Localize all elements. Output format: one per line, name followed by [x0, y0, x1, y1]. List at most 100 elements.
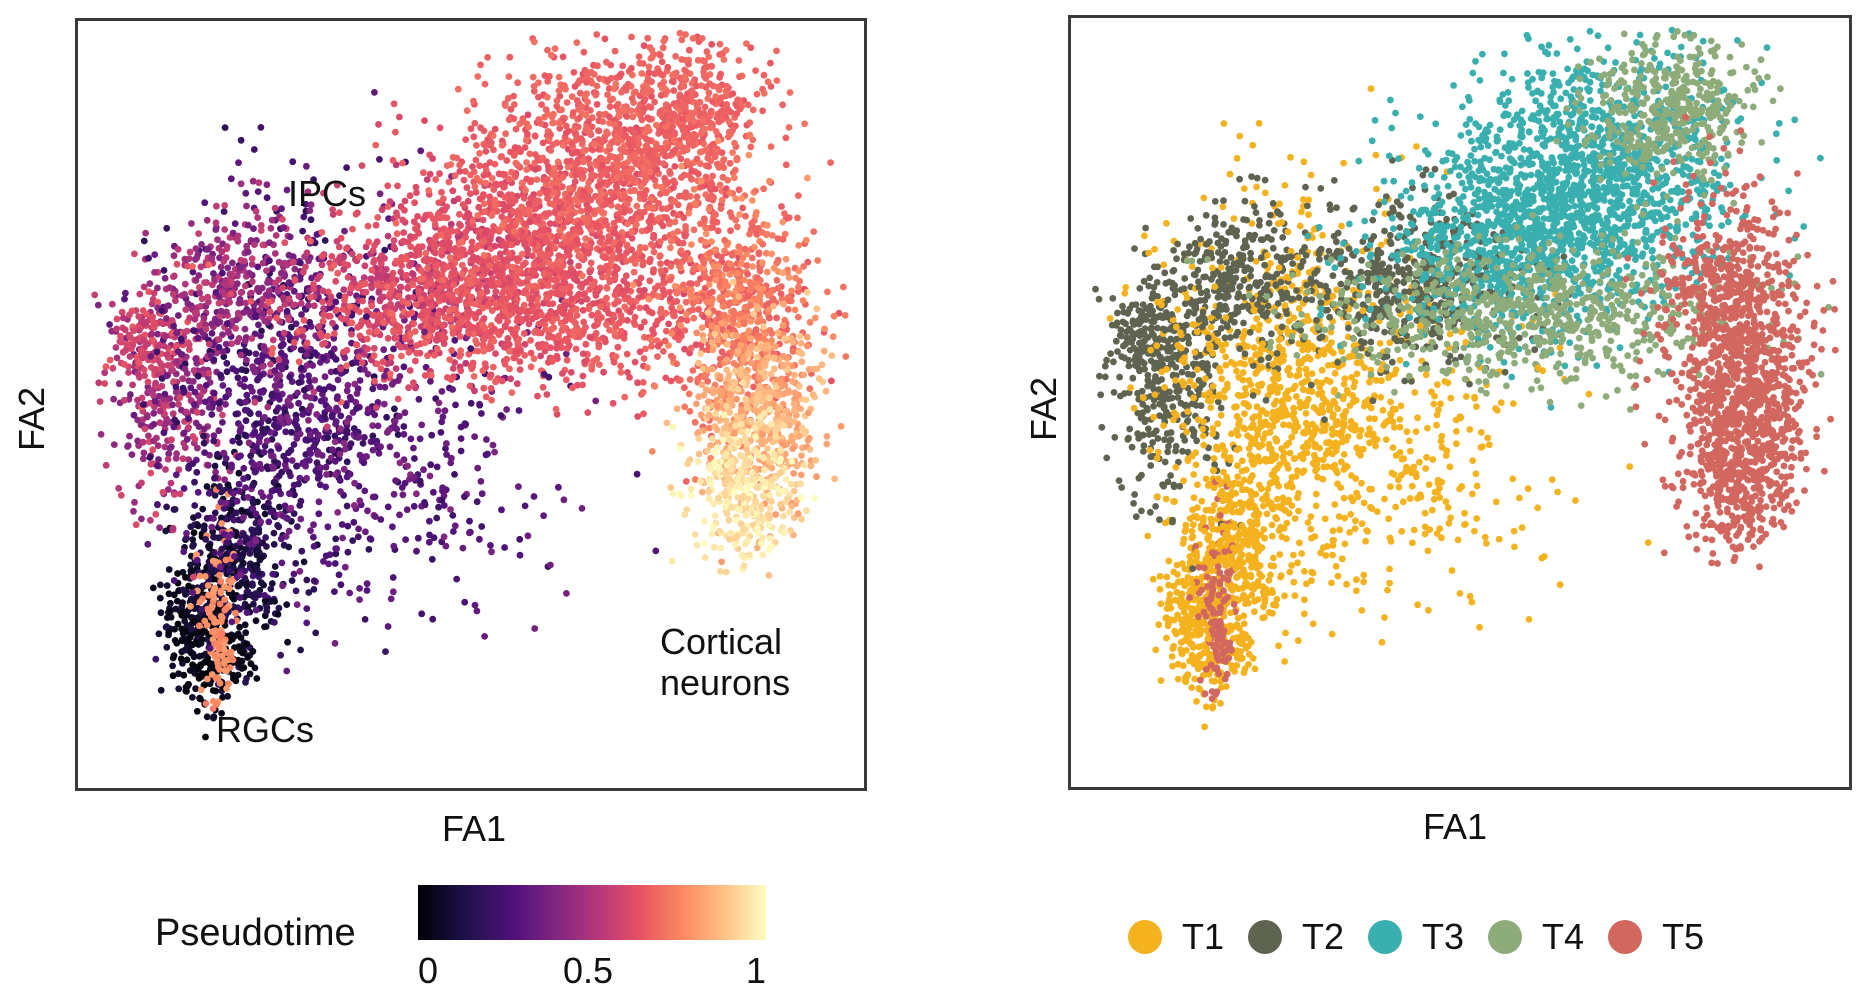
pseudotime-point — [201, 573, 209, 580]
pseudotime-point — [477, 61, 484, 69]
pseudotime-point — [481, 141, 489, 149]
pseudotime-point — [283, 307, 291, 315]
pseudotime-point — [159, 362, 166, 369]
pseudotime-point — [126, 432, 133, 440]
pseudotime-point — [795, 192, 802, 200]
pseudotime-point — [173, 597, 181, 605]
pseudotime-point — [186, 248, 194, 256]
pseudotime-point — [141, 425, 149, 433]
pseudotime-point — [827, 159, 834, 167]
pseudotime-point — [505, 116, 513, 124]
pseudotime-point — [361, 262, 369, 270]
pseudotime-point — [332, 356, 340, 363]
pseudotime-point — [179, 455, 187, 463]
pseudotime-point — [122, 289, 129, 297]
pseudotime-point — [356, 596, 363, 603]
pseudotime-point — [425, 187, 433, 194]
pseudotime-point — [614, 265, 621, 273]
pseudotime-point — [197, 686, 205, 694]
pseudotime-point — [243, 640, 251, 648]
pseudotime-point — [202, 325, 210, 333]
pseudotime-point — [170, 652, 178, 660]
pseudotime-point — [331, 457, 339, 465]
pseudotime-point — [447, 161, 455, 168]
pseudotime-point — [376, 383, 384, 391]
pseudotime-point — [500, 200, 507, 208]
pseudotime-point — [448, 246, 455, 254]
pseudotime-point — [395, 341, 402, 348]
pseudotime-point — [682, 193, 690, 201]
pseudotime-point — [163, 315, 170, 322]
pseudotime-point — [146, 454, 154, 461]
pseudotime-point — [143, 413, 151, 421]
pseudotime-point — [236, 594, 244, 601]
pseudotime-point — [290, 510, 298, 517]
pseudotime-point — [409, 294, 417, 301]
pseudotime-point — [189, 433, 197, 440]
pseudotime-point — [420, 466, 427, 474]
pseudotime-point — [129, 381, 136, 389]
pseudotime-point — [141, 372, 148, 379]
pseudotime-point — [288, 577, 296, 584]
pseudotime-point — [169, 290, 177, 298]
pseudotime-point — [222, 254, 230, 262]
pseudotime-point — [189, 268, 197, 276]
pseudotime-point — [236, 439, 243, 446]
pseudotime-point — [135, 313, 143, 320]
pseudotime-point — [182, 627, 189, 635]
pseudotime-point — [285, 468, 293, 476]
pseudotime-point — [196, 572, 204, 580]
pseudotime-point — [551, 188, 559, 196]
pseudotime-point — [153, 434, 160, 442]
pseudotime-point — [390, 237, 398, 244]
pseudotime-point — [181, 365, 189, 373]
pseudotime-point — [576, 77, 583, 84]
pseudotime-point — [172, 471, 180, 479]
pseudotime-point — [117, 332, 124, 340]
pseudotime-point — [547, 131, 554, 138]
pseudotime-point — [525, 123, 532, 131]
pseudotime-point — [333, 238, 341, 245]
pseudotime-point — [599, 201, 607, 209]
pseudotime-point — [101, 369, 109, 377]
pseudotime-point — [222, 281, 230, 289]
pseudotime-point — [265, 499, 272, 507]
pseudotime-point — [224, 481, 232, 488]
pseudotime-point — [457, 447, 465, 455]
pseudotime-point — [283, 667, 291, 675]
pseudotime-point — [544, 78, 552, 85]
pseudotime-point — [140, 283, 148, 291]
pseudotime-point — [321, 373, 329, 381]
pseudotime-point — [266, 239, 273, 247]
pseudotime-point — [139, 455, 147, 463]
pseudotime-point — [631, 187, 639, 194]
pseudotime-point — [179, 586, 187, 594]
pseudotime-point — [650, 248, 658, 256]
pseudotime-point — [169, 662, 176, 670]
pseudotime-point — [583, 73, 591, 80]
pseudotime-point — [204, 293, 212, 301]
pseudotime-point — [395, 412, 403, 420]
pseudotime-point — [426, 279, 434, 287]
pseudotime-point — [283, 261, 291, 269]
pseudotime-point — [467, 399, 475, 407]
pseudotime-point — [392, 128, 399, 136]
pseudotime-point — [214, 450, 221, 458]
pseudotime-point — [211, 549, 219, 557]
pseudotime-point — [441, 407, 449, 415]
pseudotime-point — [365, 546, 373, 553]
pseudotime-point — [576, 114, 583, 122]
pseudotime-point — [594, 182, 602, 190]
pseudotime-point — [507, 375, 514, 383]
pseudotime-point — [389, 523, 396, 531]
pseudotime-point — [288, 457, 296, 464]
pseudotime-point — [189, 536, 197, 543]
pseudotime-point — [300, 558, 308, 566]
pseudotime-point — [336, 477, 344, 484]
pseudotime-point — [219, 331, 226, 338]
pseudotime-point — [305, 302, 312, 309]
pseudotime-point — [567, 369, 575, 376]
pseudotime-point — [559, 53, 567, 61]
pseudotime-point — [415, 395, 423, 403]
pseudotime-point — [297, 515, 305, 523]
